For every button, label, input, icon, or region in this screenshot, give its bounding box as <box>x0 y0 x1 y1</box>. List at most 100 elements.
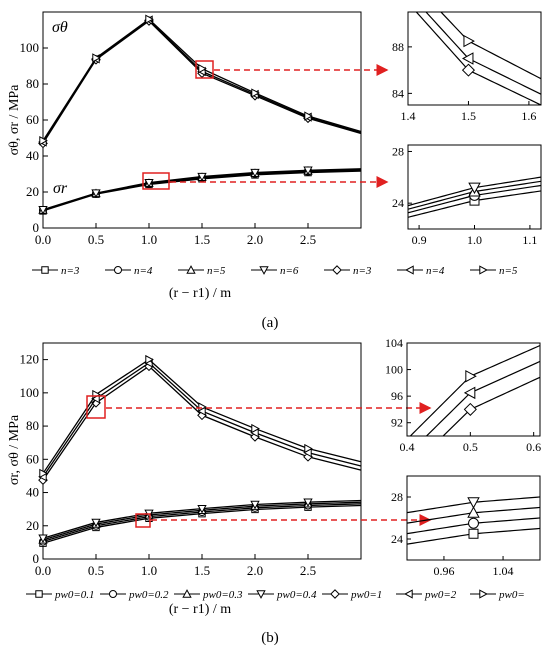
panel-b-legend-label: pw0=0.1 <box>54 589 95 601</box>
panel-b-inset-1-ytick-label: 104 <box>385 336 403 350</box>
panel-a-ytick-label: 100 <box>20 40 40 55</box>
panel-a-legend-label: n=6 <box>280 265 299 277</box>
panel-b-inset-1-frame <box>406 342 541 437</box>
panel-a-series-point <box>144 178 154 188</box>
panel-b-series-point <box>304 443 313 454</box>
panel-a-inset-1-ytick-label: 88 <box>392 40 404 54</box>
panel-a-series-point <box>198 64 207 74</box>
panel-a-series-line <box>42 20 362 144</box>
panel-b-series-point <box>145 354 154 365</box>
panel-a-ytick-label: 80 <box>26 76 39 91</box>
panel-b-ytick-label: 80 <box>26 418 39 433</box>
panel-a-xtick-label: 0.0 <box>35 232 51 247</box>
panel-a-inset-1-xtick-label: 1.5 <box>461 109 476 123</box>
panel-a-series-point <box>145 14 154 24</box>
panel-b-inset-1-xtick-label: 0.5 <box>463 440 478 454</box>
panel-a-y-axis-label: σθ, σr / MPa <box>7 84 22 156</box>
panel-b-xtick-label: 2.5 <box>300 563 316 578</box>
panel-a-inset-1-series-line <box>425 12 541 95</box>
panel-b-series-point <box>251 423 260 434</box>
panel-b-x-axis-label: (r − r1) / m <box>169 602 231 617</box>
panel-a-legend-marker <box>113 265 123 275</box>
panel-b: 0.0 0.5 1.0 1.5 2.0 2.5 0 20 40 60 80 100 120 σr, σθ… <box>7 336 541 646</box>
panel-b-series-point <box>197 504 207 514</box>
panel-b-xtick-label: 1.0 <box>141 563 157 578</box>
panel-b-legend: pw0=0.1 pw0=0.2 pw0=0.3 pw0=0.4 pw0=1 pw0=2 pw… <box>26 589 525 601</box>
panel-b-ytick-label: 20 <box>26 518 39 533</box>
panel-b-label: (b) <box>261 630 279 646</box>
panel-a-inset-2-xtick-label: 1.1 <box>522 233 537 247</box>
panel-b-inset-2-clipped <box>407 496 540 545</box>
panel-b-inset-1-ytick-label: 100 <box>385 363 403 377</box>
panel-a-inset-2-xtick-label: 1.0 <box>467 233 482 247</box>
panel-a-inset-2-xtick-label: 0.9 <box>412 233 427 247</box>
panel-b-inset-1-ytick-label: 92 <box>391 416 403 430</box>
panel-b-inset-2-ytick-label: 28 <box>391 490 403 504</box>
panel-a-xtick-label: 0.5 <box>88 232 104 247</box>
panel-b-legend-label: pw0= <box>498 589 525 601</box>
panel-b-xtick-label: 1.5 <box>194 563 210 578</box>
panel-b-inset-2-series-point <box>467 506 480 518</box>
panel-b-inset-1-series-point <box>463 386 476 400</box>
panel-a-series-line <box>42 19 362 143</box>
panel-a-legend-label: n=4 <box>426 265 445 277</box>
panel-a-legend-label: n=4 <box>134 265 153 277</box>
panel-a-series-point <box>38 205 48 215</box>
panel-a-series-line <box>42 18 362 142</box>
panel-b-series-line <box>42 365 362 481</box>
panel-a-ytick-label: 0 <box>33 220 40 235</box>
panel-a-series-point <box>92 53 101 63</box>
panel-a: 0.0 0.5 1.0 1.5 2.0 2.5 0 20 40 60 80 100 σθ σr σθ,… <box>7 11 542 331</box>
panel-b-xtick-label: 0.5 <box>88 563 104 578</box>
panel-a-ytick-label: 20 <box>26 184 39 199</box>
panel-b-inset-1: 0.4 0.5 0.6 92 96 100 104 <box>385 336 541 454</box>
panel-a-series-point <box>197 172 207 182</box>
panel-a-series-point <box>303 166 313 176</box>
panel-b-legend-label: pw0=2 <box>424 589 457 601</box>
panel-b-series-point <box>250 500 260 510</box>
panel-b-inset-2-series-point <box>467 497 480 509</box>
panel-a-series-point <box>39 136 48 146</box>
panel-a-annotation-sigma-r: σr <box>53 180 68 197</box>
panel-b-legend-label: pw0=1 <box>350 589 382 601</box>
panel-a-annotation-sigma-theta: σθ <box>52 19 68 36</box>
panel-a-inset-2-ytick-label: 24 <box>392 196 404 210</box>
panel-b-inset-1-series-point <box>465 369 477 383</box>
panel-b-inset-1-xtick-label: 0.4 <box>400 440 415 454</box>
panel-a-xtick-label: 2.5 <box>300 232 316 247</box>
panel-a-legend-label: n=3 <box>61 265 80 277</box>
panel-a-inset-1-xtick-label: 1.6 <box>521 109 536 123</box>
panel-a-series-point <box>304 111 313 121</box>
panel-b-inset-1-clipped <box>409 344 540 436</box>
panel-a-inset-1-ytick-label: 84 <box>392 86 404 100</box>
panel-b-zoom-box-1 <box>86 395 106 419</box>
panel-a-x-axis-label: (r − r1) / m <box>169 286 231 301</box>
panel-a-inset-1-series-point <box>461 63 476 77</box>
panel-b-legend-marker <box>108 589 118 599</box>
panel-b-ytick-label: 60 <box>26 451 39 466</box>
panel-a-legend-marker <box>405 265 414 275</box>
panel-b-zoom-box-2 <box>135 513 151 528</box>
panel-a-legend-marker <box>259 266 269 275</box>
panel-a-inset-1-series-point <box>463 34 475 48</box>
panel-a-xtick-label: 1.5 <box>194 232 210 247</box>
panel-b-legend-marker <box>35 590 43 598</box>
panel-b-inset-2-series-point <box>468 528 479 539</box>
panel-b-y-axis-label: σr, σθ / MPa <box>7 414 22 485</box>
panel-a-inset-1-frame <box>407 11 542 106</box>
panel-b-series-point <box>198 402 207 412</box>
panel-a-main-plot: 0.0 0.5 1.0 1.5 2.0 2.5 0 20 40 60 80 100 <box>20 14 362 247</box>
panel-a-ytick-label: 40 <box>26 148 39 163</box>
panel-a-label: (a) <box>262 315 279 331</box>
panel-b-ytick-label: 120 <box>20 352 40 367</box>
panel-a-xtick-label: 1.0 <box>141 232 157 247</box>
panel-b-legend-marker <box>479 589 488 599</box>
panel-b-series-point <box>91 518 101 528</box>
panel-a-legend-marker <box>332 265 342 275</box>
panel-a-inset-1: 1.4 1.5 1.6 84 88 <box>392 12 541 123</box>
panel-b-inset-2: 0.96 1.04 24 28 <box>391 490 540 578</box>
panel-b-legend-label: pw0=0.2 <box>128 589 169 601</box>
panel-b-series-point <box>39 468 48 479</box>
panel-a-legend-marker <box>479 265 488 275</box>
panel-a-inset-2-series-point <box>468 182 481 195</box>
